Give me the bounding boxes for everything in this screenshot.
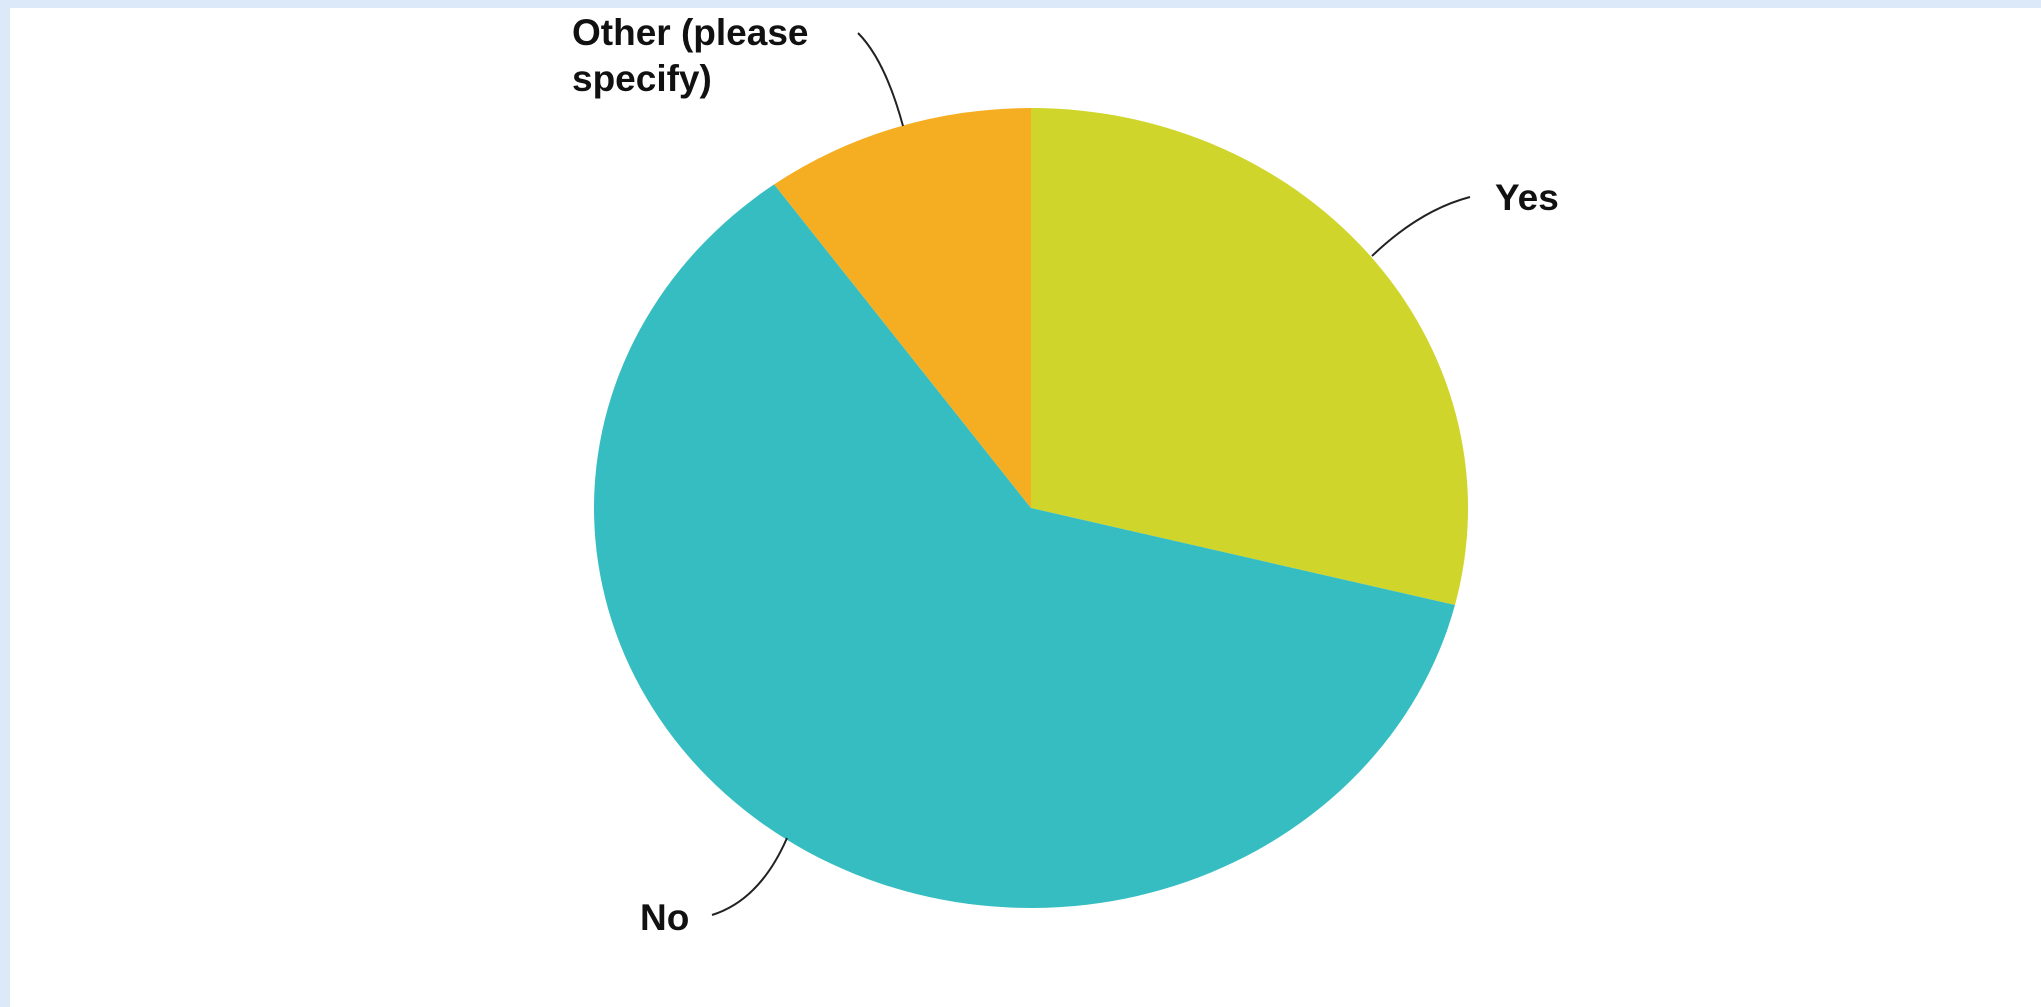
pie-slice-yes[interactable] — [1031, 108, 1469, 606]
slice-label-yes: Yes — [1495, 177, 1559, 218]
slice-label-other-line2: specify) — [572, 58, 712, 99]
pie-slice-other-please-specify[interactable] — [774, 108, 1031, 508]
leader-line-other — [857, 32, 904, 127]
slice-label-other-line1: Other (please — [572, 12, 808, 53]
leader-line-no — [711, 837, 788, 916]
pie-slice-no[interactable] — [594, 184, 1455, 908]
slice-label-no: No — [640, 897, 689, 938]
pie-slices — [594, 108, 1469, 908]
leader-line-yes — [1371, 196, 1471, 257]
